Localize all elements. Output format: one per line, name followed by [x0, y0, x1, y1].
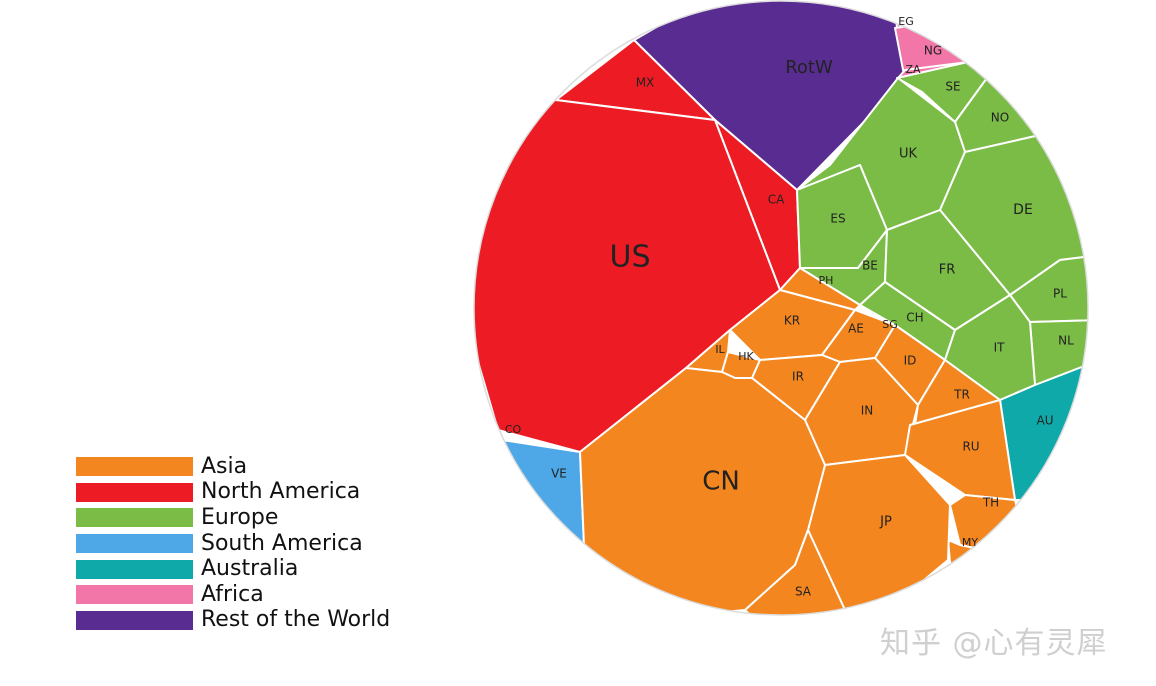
cell-label-de: DE [1013, 202, 1033, 218]
cell-label-se: SE [945, 80, 960, 94]
legend-label-north-america: North America [201, 479, 361, 505]
cell-label-ch: CH [906, 311, 923, 325]
legend-swatch-north-america [76, 482, 193, 502]
cell-label-co: CO [505, 423, 522, 436]
cell-label-kr: KR [784, 314, 800, 328]
watermark-text: 知乎 @心有灵犀 [880, 626, 1108, 661]
cell-label-sg: SG [882, 318, 898, 331]
legend-label-rest-of-the-world: Rest of the World [201, 607, 391, 633]
cell-label-uk: UK [899, 147, 918, 162]
cell-label-no: NO [991, 111, 1009, 125]
cell-label-fr: FR [939, 263, 956, 278]
cell-label-in: IN [861, 404, 874, 418]
legend-label-australia: Australia [201, 556, 299, 582]
legend-item-africa: Africa [76, 582, 390, 608]
cell-cn [579, 367, 826, 615]
cell-label-us: US [609, 240, 650, 275]
legend-label-south-america: South America [201, 530, 363, 556]
cell-label-my: MY [962, 536, 978, 549]
legend-item-rest-of-the-world: Rest of the World [76, 608, 390, 634]
cell-label-es: ES [830, 212, 845, 226]
legend-swatch-australia [76, 559, 193, 579]
cell-label-sa: SA [795, 585, 812, 599]
chart-boundary-circle [473, 0, 1089, 616]
cell-label-be: BE [862, 259, 878, 273]
legend-swatch-europe [76, 508, 193, 528]
cell-label-cn: CN [702, 467, 740, 497]
cell-label-ca: CA [768, 193, 785, 207]
cell-label-ae: AE [848, 322, 864, 336]
legend-label-asia: Asia [201, 453, 248, 479]
legend-swatch-asia [76, 457, 193, 477]
legend-item-europe: Europe [76, 505, 390, 531]
cell-label-rotw: RotW [785, 57, 833, 78]
cell-label-it: IT [994, 341, 1006, 355]
cell-label-pl: PL [1053, 287, 1067, 301]
legend-item-south-america: South America [76, 531, 390, 557]
cell-my [947, 539, 1031, 615]
cell-label-tr: TR [953, 388, 970, 402]
chart-legend: Asia North America Europe South America … [76, 454, 390, 633]
cell-sa [744, 529, 846, 615]
cell-label-nl: NL [1058, 334, 1074, 348]
cell-ve [474, 439, 585, 546]
cell-label-ve: VE [551, 467, 567, 481]
cell-label-eg: EG [898, 15, 913, 28]
legend-item-australia: Australia [76, 556, 390, 582]
cell-label-au: AU [1037, 414, 1054, 428]
cell-label-ng: NG [924, 44, 942, 58]
legend-item-asia: Asia [76, 454, 390, 480]
cell-label-th: TH [982, 496, 999, 510]
cell-label-il: IL [715, 343, 725, 356]
legend-label-africa: Africa [201, 581, 264, 607]
cell-label-ru: RU [962, 440, 979, 454]
legend-item-north-america: North America [76, 480, 390, 506]
cell-label-za: ZA [905, 63, 921, 76]
cell-label-ph: PH [819, 274, 834, 287]
cell-label-ir: IR [792, 370, 804, 384]
legend-swatch-africa [76, 585, 193, 605]
cell-label-mx: MX [636, 76, 655, 90]
legend-swatch-south-america [76, 534, 193, 554]
cell-label-hk: HK [738, 350, 754, 363]
legend-swatch-rest-of-the-world [76, 610, 193, 630]
cell-label-jp: JP [879, 515, 892, 530]
cell-label-id: ID [904, 354, 917, 368]
legend-label-europe: Europe [201, 504, 279, 530]
